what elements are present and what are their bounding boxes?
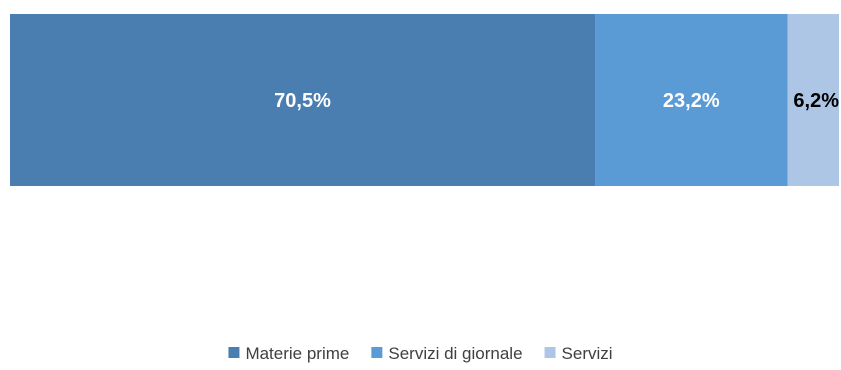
bar-segment-3	[787, 14, 839, 186]
legend-item-3: Servizi	[544, 344, 613, 363]
bar-segment-2	[595, 14, 788, 186]
legend-swatch-1	[228, 347, 240, 358]
bar-segment-1	[10, 14, 596, 186]
data-label-group: 70,5% 23,2% 6,2%	[274, 90, 839, 112]
bar-group	[10, 14, 839, 186]
data-label-2: 23,2%	[663, 90, 720, 112]
legend-item-1: Materie prime	[228, 344, 349, 363]
data-label-3: 6,2%	[793, 90, 839, 112]
legend-label-3: Servizi	[562, 344, 613, 363]
legend-swatch-3	[544, 347, 556, 358]
data-label-1: 70,5%	[274, 90, 331, 112]
legend-item-2: Servizi di giornale	[371, 344, 523, 363]
legend-label-2: Servizi di giornale	[388, 344, 522, 363]
legend-label-1: Materie prime	[245, 344, 349, 363]
legend: Materie prime Servizi di giornale Servizi	[228, 344, 613, 363]
legend-swatch-2	[371, 347, 383, 358]
